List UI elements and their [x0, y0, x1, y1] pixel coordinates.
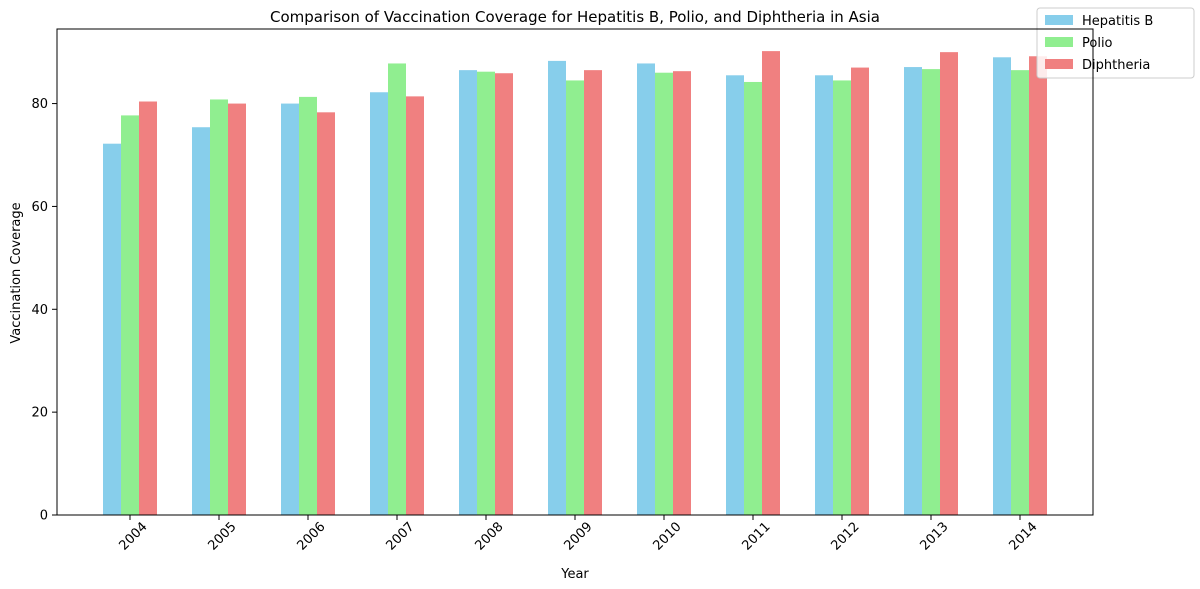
y-axis-label: Vaccination Coverage	[9, 202, 24, 343]
bar-hepatitis-b-2013	[904, 67, 922, 515]
legend-swatch-polio	[1045, 37, 1073, 47]
y-axis: 0 20 40 60 80	[31, 97, 57, 524]
bar-hepatitis-b-2004	[103, 143, 121, 515]
bar-hepatitis-b-2014	[993, 57, 1011, 515]
y-tick-label: 0	[40, 509, 48, 524]
bar-diphtheria-2010	[673, 71, 691, 516]
bar-polio-2014	[1011, 70, 1029, 515]
legend: Hepatitis B Polio Diphtheria	[1036, 7, 1195, 79]
y-tick-label: 40	[31, 303, 48, 318]
bar-diphtheria-2008	[495, 73, 513, 515]
x-tick-label: 2010	[651, 520, 685, 554]
x-axis-label: Year	[560, 567, 589, 582]
x-tick-label: 2005	[206, 520, 240, 554]
bar-diphtheria-2009	[584, 70, 602, 515]
bar-polio-2012	[833, 80, 851, 516]
y-tick-label: 20	[31, 406, 48, 421]
y-tick-label: 80	[31, 97, 48, 112]
legend-swatch-diphtheria	[1045, 59, 1073, 69]
bar-polio-2010	[655, 72, 673, 516]
bar-hepatitis-b-2011	[726, 75, 744, 515]
x-tick-label: 2013	[918, 520, 952, 554]
bar-hepatitis-b-2012	[815, 75, 833, 515]
legend-frame	[1036, 7, 1195, 79]
bar-diphtheria-2005	[228, 103, 246, 515]
bars-group	[103, 51, 1047, 516]
x-tick-label: 2011	[740, 520, 774, 554]
plot-area	[56, 28, 1094, 516]
x-tick-label: 2014	[1007, 520, 1041, 554]
bar-polio-2011	[744, 81, 762, 515]
bar-hepatitis-b-2009	[548, 60, 566, 515]
bar-diphtheria-2013	[940, 52, 958, 515]
bar-polio-2004	[121, 115, 139, 516]
bar-hepatitis-b-2006	[281, 103, 299, 515]
x-tick-label: 2008	[473, 520, 507, 554]
x-tick-label: 2012	[829, 520, 863, 554]
bar-diphtheria-2011	[762, 51, 780, 516]
bar-diphtheria-2014	[1029, 56, 1047, 515]
bar-polio-2008	[477, 71, 495, 515]
plot-frame	[56, 28, 1094, 516]
bar-hepatitis-b-2005	[192, 127, 210, 515]
bar-diphtheria-2007	[406, 96, 424, 516]
legend-swatch-hepatitis-b	[1045, 15, 1073, 25]
x-tick-label: 2009	[562, 520, 596, 554]
x-axis: 2004 2005 2006 2007 2008 2009 2010 2011 2012 2013…	[117, 515, 1041, 554]
legend-label-diphtheria: Diphtheria	[1082, 58, 1150, 73]
bar-polio-2013	[922, 69, 940, 516]
bar-diphtheria-2012	[851, 67, 869, 515]
x-tick-label: 2007	[384, 520, 418, 554]
bar-polio-2005	[210, 99, 228, 516]
bar-polio-2009	[566, 80, 584, 516]
bar-hepatitis-b-2010	[637, 63, 655, 516]
bar-hepatitis-b-2008	[459, 70, 477, 515]
chart-title: Comparison of Vaccination Coverage for H…	[270, 8, 880, 26]
bar-diphtheria-2004	[139, 101, 157, 515]
bar-diphtheria-2006	[317, 112, 335, 515]
legend-label-polio: Polio	[1082, 36, 1113, 51]
bar-hepatitis-b-2007	[370, 92, 388, 515]
y-tick-label: 60	[31, 200, 48, 215]
x-tick-label: 2006	[295, 520, 329, 554]
legend-label-hepatitis-b: Hepatitis B	[1082, 14, 1153, 29]
bar-polio-2006	[299, 96, 317, 515]
bar-polio-2007	[388, 63, 406, 516]
x-tick-label: 2004	[117, 520, 151, 554]
